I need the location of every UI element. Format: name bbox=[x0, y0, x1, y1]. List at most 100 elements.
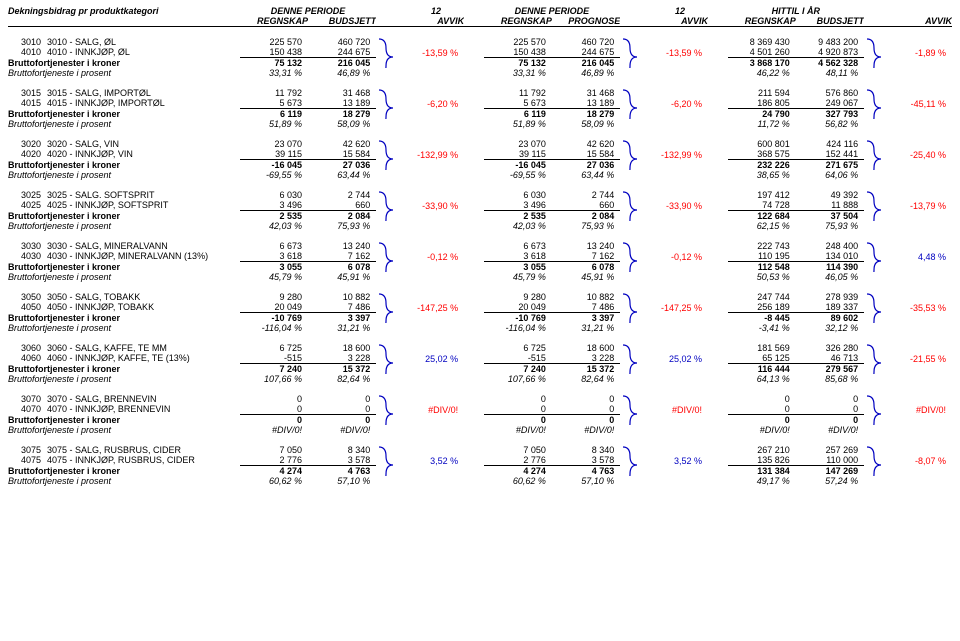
value-cell: 0 bbox=[308, 394, 376, 404]
avvik-cell: 25,02 % bbox=[652, 343, 708, 374]
value-cell: 74 728 bbox=[728, 200, 796, 211]
account-code: 3060 bbox=[8, 343, 47, 353]
value-cell: 267 210 bbox=[728, 445, 796, 455]
value-cell: 42 620 bbox=[308, 139, 376, 149]
account-name: 4030 - INNKJØP, MINERALVANN (13%) bbox=[47, 251, 240, 262]
value-cell: 13 189 bbox=[552, 98, 620, 109]
value-cell: #DIV/0! bbox=[240, 425, 308, 435]
value-cell: -515 bbox=[240, 353, 308, 364]
value-cell: 232 226 bbox=[728, 160, 796, 171]
account-code: 4010 bbox=[8, 47, 47, 58]
value-cell: 63,44 % bbox=[308, 170, 376, 180]
value-cell: 4 274 bbox=[484, 466, 552, 477]
value-cell: 57,24 % bbox=[796, 476, 864, 486]
value-cell: 46,89 % bbox=[308, 68, 376, 78]
sum-label: Bruttofortjenester i kroner bbox=[8, 211, 240, 222]
avvik-cell: #DIV/0! bbox=[896, 394, 952, 425]
value-cell: 327 793 bbox=[796, 109, 864, 120]
value-cell: 131 384 bbox=[728, 466, 796, 477]
value-cell: 39 115 bbox=[484, 149, 552, 160]
sum-label: Bruttofortjenester i kroner bbox=[8, 262, 240, 273]
value-cell: 3 228 bbox=[552, 353, 620, 364]
value-cell: 51,89 % bbox=[484, 119, 552, 129]
value-cell: -69,55 % bbox=[484, 170, 552, 180]
account-code: 4025 bbox=[8, 200, 47, 211]
account-code: 3075 bbox=[8, 445, 47, 455]
value-cell: 15 372 bbox=[308, 364, 376, 375]
value-cell: 0 bbox=[728, 404, 796, 415]
account-name: 3060 - SALG, KAFFE, TE MM bbox=[47, 343, 240, 353]
value-cell: 271 675 bbox=[796, 160, 864, 171]
sum-label: Bruttofortjenester i kroner bbox=[8, 364, 240, 375]
account-name: 4060 - INNKJØP, KAFFE, TE (13%) bbox=[47, 353, 240, 364]
account-code: 3020 bbox=[8, 139, 47, 149]
value-cell: 48,11 % bbox=[796, 68, 864, 78]
pct-label: Bruttofortjeneste i prosent bbox=[8, 476, 240, 486]
value-cell: 11 792 bbox=[484, 88, 552, 98]
value-cell: 6 030 bbox=[484, 190, 552, 200]
period-2-title: DENNE PERIODE bbox=[484, 6, 621, 16]
avvik-cell: -13,59 % bbox=[652, 37, 708, 68]
data-row: 30503050 - SALG, TOBAKK9 28010 882-147,2… bbox=[8, 292, 952, 302]
account-name: 3010 - SALG, ØL bbox=[47, 37, 240, 47]
value-cell: 60,62 % bbox=[484, 476, 552, 486]
brace-icon bbox=[376, 37, 408, 68]
avvik-cell: 3,52 % bbox=[652, 445, 708, 476]
value-cell: 189 337 bbox=[796, 302, 864, 313]
value-cell: 10 882 bbox=[552, 292, 620, 302]
pct-row: Bruttofortjeneste i prosent42,03 %75,93 … bbox=[8, 221, 952, 231]
brace-icon bbox=[620, 190, 652, 221]
brace-icon bbox=[376, 343, 408, 374]
value-cell: 37 504 bbox=[796, 211, 864, 222]
value-cell: 112 548 bbox=[728, 262, 796, 273]
pct-row: Bruttofortjeneste i prosent51,89 %58,09 … bbox=[8, 119, 952, 129]
col-avvik: AVVIK bbox=[652, 16, 708, 27]
account-name: 3015 - SALG, IMPORTØL bbox=[47, 88, 240, 98]
value-cell: 15 584 bbox=[308, 149, 376, 160]
value-cell: 216 045 bbox=[308, 58, 376, 69]
avvik-cell: -45,11 % bbox=[896, 88, 952, 119]
avvik-cell: -0,12 % bbox=[652, 241, 708, 272]
value-cell: 197 412 bbox=[728, 190, 796, 200]
value-cell: 600 801 bbox=[728, 139, 796, 149]
value-cell: -10 769 bbox=[240, 313, 308, 324]
data-row: 30203020 - SALG, VIN23 07042 620-132,99 … bbox=[8, 139, 952, 149]
value-cell: 2 776 bbox=[484, 455, 552, 466]
account-code: 4050 bbox=[8, 302, 47, 313]
value-cell: 23 070 bbox=[240, 139, 308, 149]
value-cell: 32,12 % bbox=[796, 323, 864, 333]
value-cell: 27 036 bbox=[308, 160, 376, 171]
value-cell: 9 280 bbox=[484, 292, 552, 302]
avvik-cell: -13,79 % bbox=[896, 190, 952, 221]
value-cell: -16 045 bbox=[240, 160, 308, 171]
pct-label: Bruttofortjeneste i prosent bbox=[8, 323, 240, 333]
avvik-cell: 4,48 % bbox=[896, 241, 952, 272]
account-code: 3070 bbox=[8, 394, 47, 404]
value-cell: 186 805 bbox=[728, 98, 796, 109]
value-cell: 65 125 bbox=[728, 353, 796, 364]
value-cell: 60,62 % bbox=[240, 476, 308, 486]
value-cell: 46,22 % bbox=[728, 68, 796, 78]
brace-icon bbox=[864, 292, 896, 323]
value-cell: 0 bbox=[308, 415, 376, 426]
value-cell: 0 bbox=[484, 394, 552, 404]
value-cell: 51,89 % bbox=[240, 119, 308, 129]
account-code: 3030 bbox=[8, 241, 47, 251]
period-3-month bbox=[896, 6, 952, 16]
data-row: 30753075 - SALG, RUSBRUS, CIDER7 0508 34… bbox=[8, 445, 952, 455]
sum-label: Bruttofortjenester i kroner bbox=[8, 58, 240, 69]
avvik-cell: -21,55 % bbox=[896, 343, 952, 374]
value-cell: 225 570 bbox=[484, 37, 552, 47]
value-cell: 45,79 % bbox=[484, 272, 552, 282]
value-cell: -515 bbox=[484, 353, 552, 364]
value-cell: 31,21 % bbox=[308, 323, 376, 333]
pct-row: Bruttofortjeneste i prosent-69,55 %63,44… bbox=[8, 170, 952, 180]
value-cell: 3 496 bbox=[240, 200, 308, 211]
value-cell: 424 116 bbox=[796, 139, 864, 149]
value-cell: 89 602 bbox=[796, 313, 864, 324]
value-cell: 2 535 bbox=[240, 211, 308, 222]
brace-icon bbox=[620, 292, 652, 323]
value-cell: 147 269 bbox=[796, 466, 864, 477]
value-cell: 150 438 bbox=[240, 47, 308, 58]
avvik-cell: 25,02 % bbox=[408, 343, 464, 374]
